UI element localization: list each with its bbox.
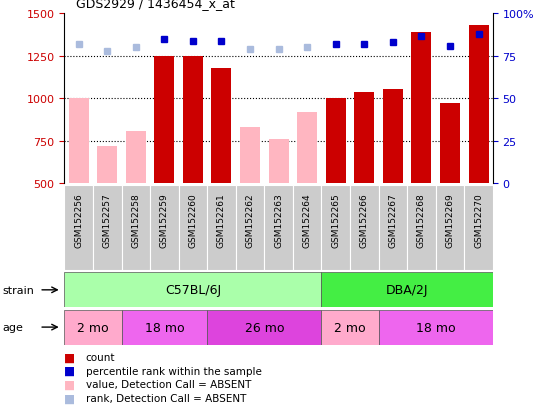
Text: C57BL/6J: C57BL/6J (165, 284, 221, 297)
Bar (64, 186, 93, 271)
Bar (93, 186, 122, 271)
Text: rank, Detection Call = ABSENT: rank, Detection Call = ABSENT (86, 393, 246, 403)
Text: 2 mo: 2 mo (77, 321, 109, 334)
Bar (64, 273, 321, 308)
Bar (269, 140, 288, 184)
Bar (321, 273, 493, 308)
Bar (155, 57, 174, 184)
Text: ■: ■ (64, 392, 76, 405)
Text: 18 mo: 18 mo (416, 321, 455, 334)
Text: GSM152262: GSM152262 (245, 192, 255, 247)
Bar (407, 186, 436, 271)
Text: 26 mo: 26 mo (245, 321, 284, 334)
Bar (293, 186, 321, 271)
Bar (212, 69, 231, 184)
Bar (126, 131, 146, 184)
Text: 18 mo: 18 mo (144, 321, 184, 334)
Text: GSM152260: GSM152260 (188, 192, 198, 247)
Bar (412, 33, 431, 184)
Bar (183, 57, 203, 184)
Text: GSM152267: GSM152267 (388, 192, 398, 247)
Bar (321, 186, 350, 271)
Text: ■: ■ (64, 351, 76, 364)
Bar (122, 186, 150, 271)
Bar (264, 186, 293, 271)
Bar (207, 186, 236, 271)
Bar (379, 310, 493, 345)
Bar (122, 310, 207, 345)
Bar (97, 147, 117, 184)
Bar (350, 186, 379, 271)
Bar (383, 90, 403, 184)
Bar (469, 26, 488, 184)
Bar (179, 186, 207, 271)
Bar (150, 186, 179, 271)
Text: percentile rank within the sample: percentile rank within the sample (86, 366, 262, 376)
Text: GDS2929 / 1436454_x_at: GDS2929 / 1436454_x_at (76, 0, 235, 10)
Text: GSM152266: GSM152266 (360, 192, 369, 247)
Bar (440, 103, 460, 184)
Text: GSM152259: GSM152259 (160, 192, 169, 247)
Bar (436, 186, 464, 271)
Text: count: count (86, 352, 115, 362)
Text: GSM152269: GSM152269 (445, 192, 455, 247)
Bar (69, 98, 88, 184)
Text: GSM152264: GSM152264 (302, 192, 312, 247)
Text: GSM152261: GSM152261 (217, 192, 226, 247)
Bar (321, 310, 379, 345)
Bar (64, 310, 122, 345)
Text: GSM152256: GSM152256 (74, 192, 83, 247)
Bar (207, 310, 321, 345)
Text: age: age (3, 322, 24, 332)
Bar (464, 186, 493, 271)
Bar (379, 186, 407, 271)
Text: GSM152258: GSM152258 (131, 192, 141, 247)
Text: value, Detection Call = ABSENT: value, Detection Call = ABSENT (86, 380, 251, 389)
Text: DBA/2J: DBA/2J (386, 284, 428, 297)
Bar (326, 98, 346, 184)
Bar (297, 113, 317, 184)
Text: 2 mo: 2 mo (334, 321, 366, 334)
Text: strain: strain (3, 285, 35, 295)
Text: GSM152257: GSM152257 (102, 192, 112, 247)
Text: ■: ■ (64, 364, 76, 377)
Bar (236, 186, 264, 271)
Bar (240, 128, 260, 184)
Text: GSM152270: GSM152270 (474, 192, 483, 247)
Text: GSM152263: GSM152263 (274, 192, 283, 247)
Bar (354, 93, 374, 184)
Text: ■: ■ (64, 378, 76, 391)
Text: GSM152268: GSM152268 (417, 192, 426, 247)
Text: GSM152265: GSM152265 (331, 192, 340, 247)
